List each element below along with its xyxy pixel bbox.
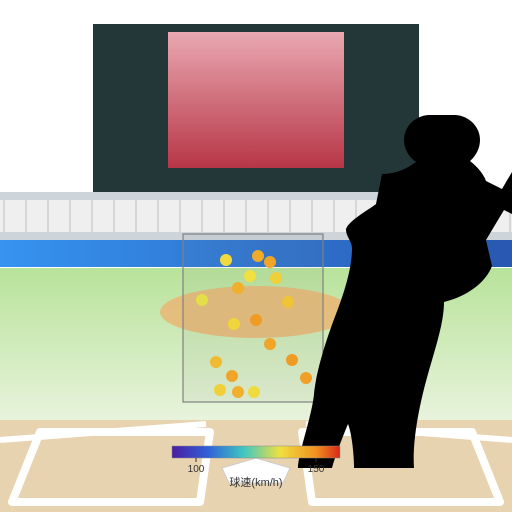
pitch-marker (220, 254, 232, 266)
pitch-marker (264, 338, 276, 350)
pitch-marker (248, 386, 260, 398)
scoreboard-screen (168, 32, 344, 168)
pitch-marker (214, 384, 226, 396)
pitch-marker (228, 318, 240, 330)
pitch-marker (232, 282, 244, 294)
pitch-marker (300, 372, 312, 384)
colorbar (172, 446, 340, 458)
colorbar-tick-label: 100 (188, 464, 205, 475)
pitch-marker (244, 270, 256, 282)
pitch-marker (252, 250, 264, 262)
pitch-marker (210, 356, 222, 368)
pitch-marker (226, 370, 238, 382)
pitch-marker (232, 386, 244, 398)
pitch-marker (196, 294, 208, 306)
colorbar-tick-label: 150 (308, 464, 325, 475)
pitch-marker (250, 314, 262, 326)
pitch-marker (264, 256, 276, 268)
pitch-marker (270, 272, 282, 284)
pitch-marker (286, 354, 298, 366)
pitch-marker (282, 296, 294, 308)
colorbar-label: 球速(km/h) (229, 475, 282, 489)
